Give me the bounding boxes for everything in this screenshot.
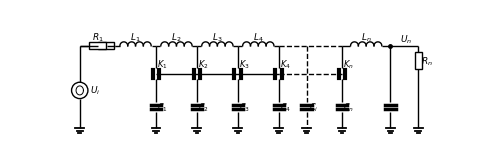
Text: $L_3$: $L_3$ bbox=[212, 31, 223, 44]
Text: $R_1$: $R_1$ bbox=[92, 31, 103, 44]
Text: $L_1$: $L_1$ bbox=[130, 31, 141, 44]
Bar bbox=[415, 52, 422, 69]
Text: $C_i$: $C_i$ bbox=[308, 102, 318, 114]
Text: $R_n$: $R_n$ bbox=[420, 55, 432, 68]
Text: $L_2$: $L_2$ bbox=[171, 31, 181, 44]
Text: $K_1$: $K_1$ bbox=[157, 59, 168, 71]
Text: $L_4$: $L_4$ bbox=[253, 31, 264, 44]
Text: $C_n$: $C_n$ bbox=[343, 102, 354, 114]
Text: $C_1$: $C_1$ bbox=[157, 102, 168, 114]
Circle shape bbox=[72, 82, 88, 99]
Text: $C_3$: $C_3$ bbox=[239, 102, 250, 114]
Text: $U_i$: $U_i$ bbox=[90, 84, 100, 97]
Text: $K_2$: $K_2$ bbox=[198, 59, 209, 71]
Bar bbox=[98, 43, 114, 49]
Text: $K_4$: $K_4$ bbox=[280, 59, 290, 71]
Text: $U_n$: $U_n$ bbox=[400, 34, 412, 46]
Text: $C_2$: $C_2$ bbox=[198, 102, 209, 114]
Text: $K_n$: $K_n$ bbox=[343, 59, 354, 71]
Text: $L_n$: $L_n$ bbox=[361, 31, 371, 44]
Text: $C_4$: $C_4$ bbox=[280, 102, 291, 114]
Bar bbox=[89, 43, 106, 49]
Text: $K_3$: $K_3$ bbox=[239, 59, 249, 71]
